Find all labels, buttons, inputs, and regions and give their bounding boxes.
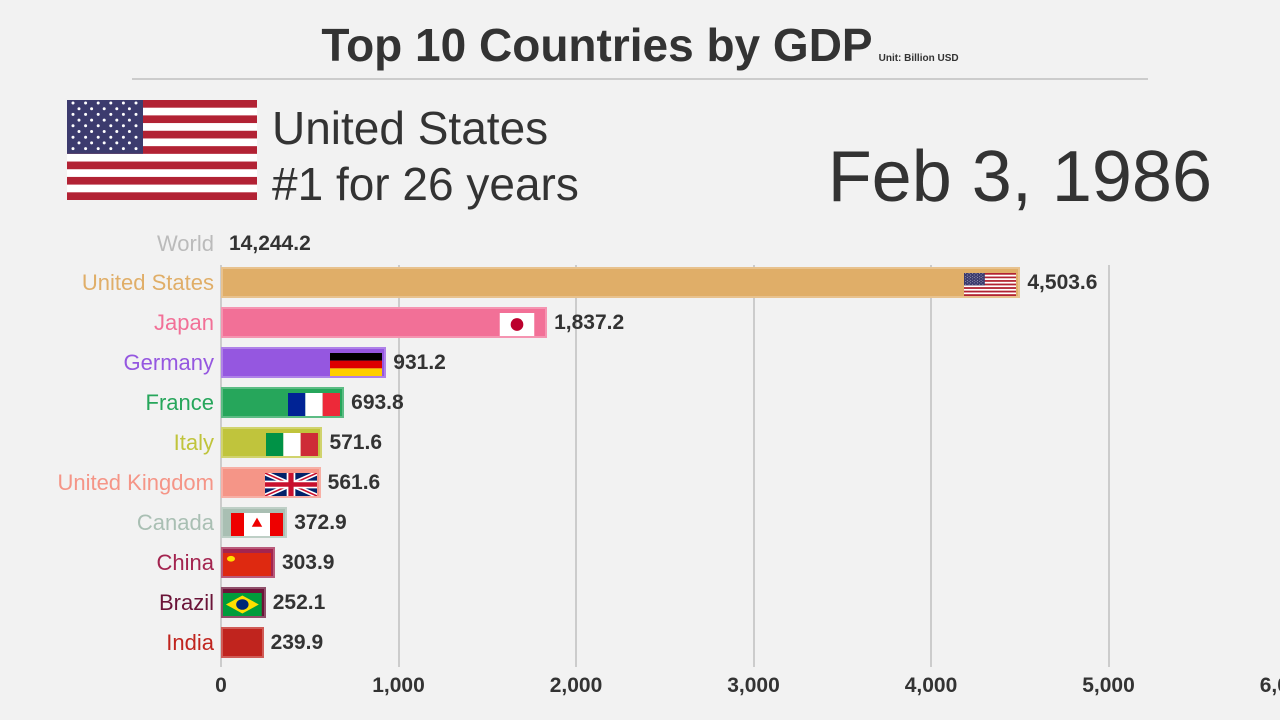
bar-fr	[221, 387, 345, 418]
gridline	[752, 265, 755, 667]
bar-value-label: 561.6	[327, 471, 381, 494]
bar-gb	[221, 467, 321, 499]
date-label: Feb 3, 1986	[827, 137, 1212, 217]
jp-flag-icon	[491, 313, 543, 336]
cn-flag-icon	[223, 553, 271, 576]
bar-jp	[221, 307, 548, 338]
gridline	[930, 265, 932, 667]
bar-label: Germany	[123, 350, 214, 375]
leader-info: United States #1 for 26 years	[272, 100, 579, 212]
bar-value-label: 571.6	[329, 431, 383, 454]
world-value: 14,244.2	[229, 232, 311, 255]
bar-value-label: 4,503.6	[1027, 271, 1098, 294]
bar-label: Canada	[136, 510, 214, 535]
bar-label: United States	[81, 270, 214, 295]
gridline	[575, 265, 577, 667]
chart-title: Top 10 Countries by GDP Unit: Billion USD	[321, 19, 959, 71]
bar-ca	[221, 507, 288, 538]
x-tick-label: 0	[215, 674, 227, 697]
bar-value-label: 931.2	[393, 351, 446, 374]
in-flag-icon	[223, 633, 260, 656]
bar-label: Italy	[173, 430, 214, 455]
bar-us	[221, 267, 1021, 298]
fr-flag-icon	[288, 393, 341, 416]
gridline	[397, 265, 400, 667]
us-flag-icon	[67, 100, 257, 200]
bar-it	[221, 427, 323, 458]
bar-value-label: 252.1	[272, 591, 326, 614]
bar-label: Brazil	[158, 590, 214, 615]
divider	[132, 78, 1148, 80]
x-tick-label: 1,000	[372, 674, 425, 697]
de-flag-icon	[330, 353, 383, 376]
bar-cn	[221, 547, 275, 578]
bar-br	[221, 587, 266, 618]
bar-label: France	[145, 390, 214, 415]
bar-value-label: 693.8	[351, 391, 404, 414]
bar-de	[221, 347, 387, 378]
bar-in	[221, 627, 264, 658]
bar-label: United Kingdom	[57, 470, 214, 495]
x-tick-label: 2,000	[549, 674, 603, 697]
unit-label: Unit: Billion USD	[878, 53, 959, 64]
leader-streak: #1 for 26 years	[272, 158, 579, 210]
bar-label: India	[166, 630, 214, 655]
bar-value-label: 1,837.2	[554, 311, 625, 334]
x-tick-label: 6,000	[1259, 674, 1280, 697]
us-flag-icon	[964, 273, 1017, 297]
y-axis-line	[220, 265, 222, 667]
x-tick-label: 3,000	[727, 674, 780, 697]
leader-name: United States	[272, 102, 549, 154]
x-tick-label: 4,000	[904, 674, 958, 697]
x-tick-label: 5,000	[1082, 674, 1135, 697]
bar-value-label: 372.9	[294, 511, 347, 534]
bar-value-label: 239.9	[270, 631, 324, 654]
bar-value-label: 303.9	[281, 551, 335, 574]
br-flag-icon	[223, 593, 262, 616]
gridline	[1107, 265, 1110, 667]
world-label: World	[156, 231, 214, 256]
bar-label: China	[156, 550, 214, 575]
bar-label: Japan	[154, 310, 214, 335]
gb-flag-icon	[263, 470, 318, 499]
ca-flag-icon	[231, 513, 284, 536]
it-flag-icon	[266, 433, 319, 456]
